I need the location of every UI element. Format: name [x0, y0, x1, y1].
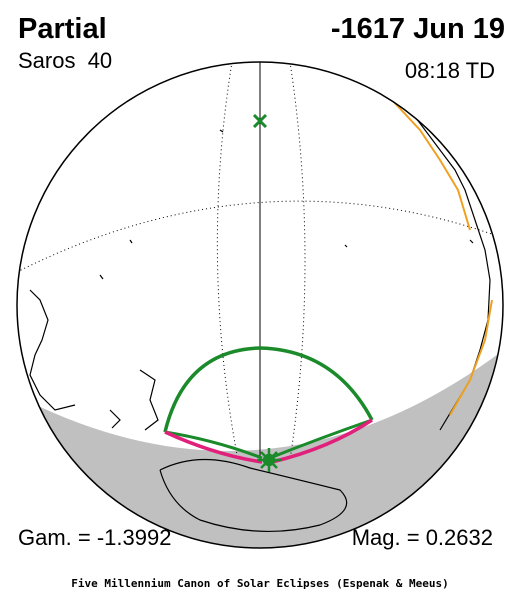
globe-outline — [16, 61, 504, 549]
penumbra-limit — [163, 346, 374, 433]
saros: Saros 40 — [18, 48, 112, 73]
eclipse-sunrise-sunset — [164, 418, 373, 464]
gamma: Gam. = -1.3992 — [18, 525, 171, 550]
sub-solar-marker — [252, 113, 268, 129]
eclipse-type: Partial — [18, 13, 107, 45]
eclipse-date: -1617 Jun 19 — [331, 13, 505, 45]
magnitude: Mag. = 0.2632 — [352, 525, 493, 550]
coastline-highlight — [449, 299, 493, 416]
time: 08:18 TD — [405, 58, 495, 83]
penumbra-limit — [164, 418, 373, 460]
greatest-eclipse-marker — [257, 448, 281, 472]
credit: Five Millennium Canon of Solar Eclipses … — [71, 577, 449, 590]
